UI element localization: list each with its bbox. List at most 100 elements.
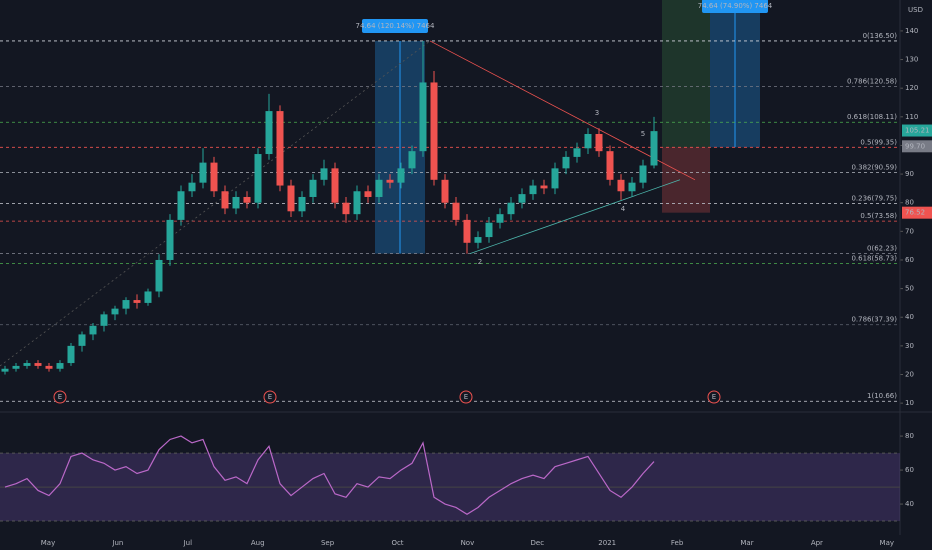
y-tick-label: 50 (905, 285, 914, 293)
candle-body (34, 363, 42, 366)
candle-body (606, 151, 614, 180)
candle-body (353, 191, 361, 215)
y-tick-label: 130 (905, 56, 918, 64)
y-tick-label: 90 (905, 170, 914, 178)
earnings-marker (707, 390, 721, 404)
x-tick-label: Mar (740, 539, 753, 547)
x-tick-label: Feb (671, 539, 684, 547)
candle-body (430, 82, 438, 180)
candle-body (408, 151, 416, 169)
wave-label: 4 (621, 205, 626, 213)
candle-body (573, 148, 581, 157)
x-tick-label: Oct (391, 539, 403, 547)
candle-body (188, 182, 196, 192)
candle-body (529, 185, 537, 195)
candle-body (584, 133, 592, 149)
candle-body (199, 162, 207, 183)
candle-body (56, 363, 64, 369)
x-tick-label: Jul (183, 539, 193, 547)
price-tag (902, 206, 932, 219)
candle-body (595, 133, 603, 152)
candle-body (243, 196, 251, 203)
candle-body (111, 308, 119, 315)
rsi-line (4, 435, 655, 515)
y-tick-label: 110 (905, 113, 918, 121)
position-badge (362, 19, 428, 33)
y-tick-label: 60 (905, 256, 914, 264)
candle-body (309, 179, 317, 197)
candle-body (342, 202, 350, 215)
candle-body (562, 156, 570, 169)
fib-label: 0(62.23) (867, 245, 897, 253)
currency-label: USD (908, 6, 923, 14)
candle-body (419, 82, 427, 152)
earnings-marker (53, 390, 67, 404)
fib-label: 0.5(99.35) (860, 138, 897, 146)
earnings-label: E (58, 393, 62, 401)
candle-body (507, 202, 515, 215)
candle-body (67, 345, 75, 364)
candle-body (122, 300, 130, 309)
earnings-label: E (268, 393, 272, 401)
y-tick-label: 70 (905, 227, 914, 235)
fib-label: 0.5(73.58) (860, 212, 897, 220)
candle-body (551, 168, 559, 189)
candle-body (617, 179, 625, 192)
position-label: 74.64 (120.14%) 7464 (356, 22, 435, 30)
candle-body (397, 168, 405, 183)
y-tick-label: 20 (905, 370, 914, 378)
earnings-marker (263, 390, 277, 404)
candle-body (254, 154, 262, 203)
candle-body (496, 214, 504, 223)
price-tag-label: 99.70 (905, 142, 925, 150)
wave-label: 2 (478, 258, 482, 266)
position-label: 74.64 (74.90%) 7464 (698, 2, 773, 10)
fib-label: 0(136.50) (863, 32, 898, 40)
y-tick-label: 80 (905, 199, 914, 207)
earnings-label: E (712, 393, 716, 401)
candle-body (639, 165, 647, 183)
x-tick-label: May (41, 539, 55, 547)
candle-body (133, 300, 141, 303)
candle-body (331, 168, 339, 203)
candle-body (320, 168, 328, 180)
earnings-label: E (464, 393, 468, 401)
price-tag-label: 76.52 (905, 209, 925, 217)
fib-label: 0.786(120.58) (847, 78, 897, 86)
fib-label: 0.382(90.59) (851, 163, 897, 171)
rsi-tick-label: 80 (905, 432, 914, 440)
stop-zone (662, 147, 710, 213)
fib-label: 0.786(37.39) (851, 316, 897, 324)
candle-body (89, 325, 97, 335)
fib-label: 0.236(79.75) (851, 194, 897, 202)
x-tick-label: Nov (461, 539, 475, 547)
candle-body (540, 185, 548, 189)
candle-body (298, 196, 306, 212)
fib-label: 1(10.66) (867, 392, 897, 400)
candle-body (221, 191, 229, 209)
x-tick-label: Dec (531, 539, 545, 547)
candle-body (485, 222, 493, 238)
candle-body (1, 368, 9, 372)
candle-body (210, 162, 218, 192)
candle-body (100, 314, 108, 326)
trend-line (469, 179, 681, 254)
candle-body (45, 365, 53, 369)
candle-body (518, 194, 526, 203)
x-tick-label: Aug (251, 539, 265, 547)
y-tick-label: 10 (905, 399, 914, 407)
candle-body (144, 291, 152, 303)
rsi-tick-label: 60 (905, 466, 914, 474)
candle-body (650, 131, 658, 166)
y-tick-label: 30 (905, 342, 914, 350)
price-tag-label: 105.21 (905, 127, 930, 135)
rsi-tick-label: 40 (905, 500, 914, 508)
candle-body (23, 363, 31, 366)
candle-body (265, 111, 273, 155)
candle-body (452, 202, 460, 220)
fib-label: 0.618(108.11) (847, 113, 897, 121)
x-tick-label: May (880, 539, 894, 547)
y-tick-label: 40 (905, 313, 914, 321)
